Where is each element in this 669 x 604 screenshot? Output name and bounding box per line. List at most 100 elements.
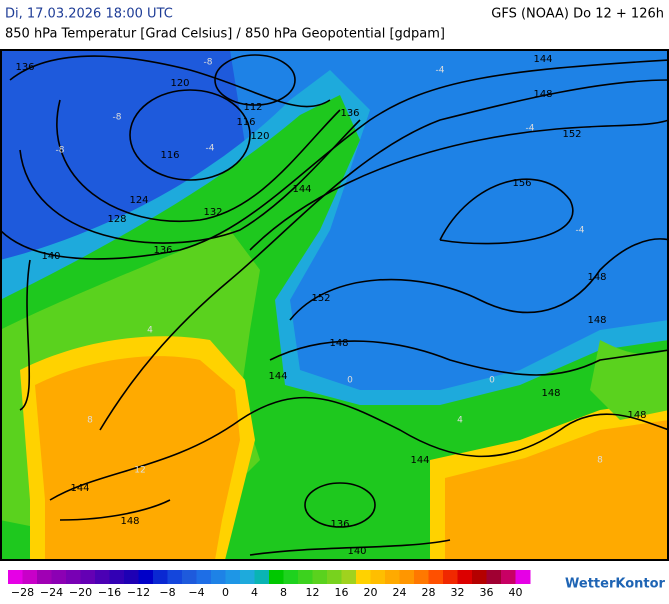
colorbar-label: 8 — [280, 586, 287, 599]
contour-label: 152 — [562, 129, 581, 140]
colorbar-swatch — [356, 570, 371, 584]
contour-label: 140 — [41, 251, 60, 262]
colorbar-swatch — [457, 570, 473, 584]
colorbar-swatch — [312, 570, 328, 584]
colorbar-swatch — [182, 570, 197, 584]
colorbar-swatch — [370, 570, 386, 584]
colorbar: −28 −24 −20 −16 −12 −8 −4 0 4 8 12 16 20 24 28 32 36 40 — [8, 570, 531, 599]
contour-label: 144 — [292, 184, 311, 195]
colorbar-swatch — [298, 570, 313, 584]
contour-label: 128 — [107, 214, 126, 225]
contour-label: 136 — [330, 519, 349, 530]
contour-label: 148 — [587, 272, 606, 283]
contour-label: 148 — [533, 89, 552, 100]
colorbar-swatch — [443, 570, 458, 584]
contour-label: 132 — [203, 207, 222, 218]
colorbar-label: −20 — [69, 586, 92, 599]
colorbar-swatch — [486, 570, 502, 584]
contour-label: 148 — [329, 338, 348, 349]
colorbar-label: 0 — [222, 586, 229, 599]
colorbar-label: 32 — [451, 586, 465, 599]
contour-label: 148 — [587, 315, 606, 326]
colorbar-swatch — [225, 570, 241, 584]
colorbar-swatch — [283, 570, 299, 584]
colorbar-label: 36 — [480, 586, 494, 599]
contour-label: 140 — [347, 546, 366, 557]
temperature-label: 8 — [597, 456, 603, 466]
colorbar-label: 16 — [335, 586, 349, 599]
temperature-label: 8 — [87, 416, 93, 426]
colorbar-swatch — [341, 570, 357, 584]
temperature-label: -4 — [576, 226, 585, 236]
contour-label: 144 — [70, 483, 89, 494]
temperature-label: 12 — [134, 466, 145, 476]
temperature-label: 4 — [457, 416, 463, 426]
contour-label: 144 — [268, 371, 287, 382]
contour-label: 148 — [541, 388, 560, 399]
colorbar-swatch — [399, 570, 415, 584]
colorbar-swatch — [95, 570, 110, 584]
colorbar-swatch — [240, 570, 255, 584]
temperature-label: -8 — [204, 58, 213, 68]
colorbar-label: 28 — [422, 586, 436, 599]
colorbar-swatch — [138, 570, 154, 584]
colorbar-label: −12 — [127, 586, 150, 599]
colorbar-swatch — [109, 570, 125, 584]
colorbar-swatch — [211, 570, 226, 584]
contour-label: 120 — [250, 131, 269, 142]
datetime: Di, 17.03.2026 18:00 UTC — [5, 7, 173, 22]
colorbar-swatch — [167, 570, 183, 584]
temperature-label: -4 — [526, 124, 535, 134]
contour-label: 116 — [160, 150, 179, 161]
colorbar-label: −16 — [98, 586, 121, 599]
colorbar-swatch — [37, 570, 52, 584]
logo: WetterKontor — [565, 577, 666, 592]
temperature-label: -4 — [206, 144, 215, 154]
colorbar-label: 12 — [306, 586, 320, 599]
colorbar-swatch — [254, 570, 270, 584]
colorbar-swatch — [327, 570, 342, 584]
contour-label: 136 — [15, 62, 34, 73]
colorbar-label: 24 — [393, 586, 407, 599]
map: 1361201121161201361441481521561161241281… — [0, 49, 669, 561]
contour-label: 112 — [243, 102, 262, 113]
temperature-label: -8 — [113, 113, 122, 123]
colorbar-swatch — [51, 570, 67, 584]
colorbar-swatch — [515, 570, 531, 584]
colorbar-swatch — [66, 570, 81, 584]
colorbar-swatch — [80, 570, 96, 584]
colorbar-label: −28 — [11, 586, 34, 599]
colorbar-swatch — [385, 570, 400, 584]
colorbar-swatch — [428, 570, 444, 584]
temperature-label: 4 — [147, 326, 153, 336]
model: GFS (NOAA) Do 12 + 126h — [491, 7, 664, 22]
colorbar-label: 20 — [364, 586, 378, 599]
contour-label: 144 — [410, 455, 429, 466]
temperature-label: 0 — [489, 376, 495, 386]
contour-label: 136 — [153, 245, 172, 256]
colorbar-swatch — [124, 570, 139, 584]
colorbar-swatch — [501, 570, 516, 584]
temperature-label: 0 — [347, 376, 353, 386]
contour-label: 148 — [120, 516, 139, 527]
subtitle: 850 hPa Temperatur [Grad Celsius] / 850 … — [5, 27, 445, 42]
colorbar-swatch — [153, 570, 168, 584]
contour-label: 116 — [236, 117, 255, 128]
contour-label: 148 — [627, 410, 646, 421]
colorbar-swatch — [269, 570, 284, 584]
contour-label: 156 — [512, 178, 531, 189]
colorbar-label: −8 — [159, 586, 175, 599]
colorbar-label: −24 — [40, 586, 63, 599]
contour-label: 136 — [340, 108, 359, 119]
colorbar-label: −4 — [188, 586, 204, 599]
contour-label: 152 — [311, 293, 330, 304]
colorbar-swatch — [22, 570, 38, 584]
contour-label: 124 — [129, 195, 148, 206]
colorbar-swatch — [196, 570, 212, 584]
contour-label: 144 — [533, 54, 552, 65]
contour-label: 120 — [170, 78, 189, 89]
colorbar-swatch — [414, 570, 429, 584]
colorbar-label: 40 — [509, 586, 523, 599]
colorbar-swatch — [472, 570, 487, 584]
